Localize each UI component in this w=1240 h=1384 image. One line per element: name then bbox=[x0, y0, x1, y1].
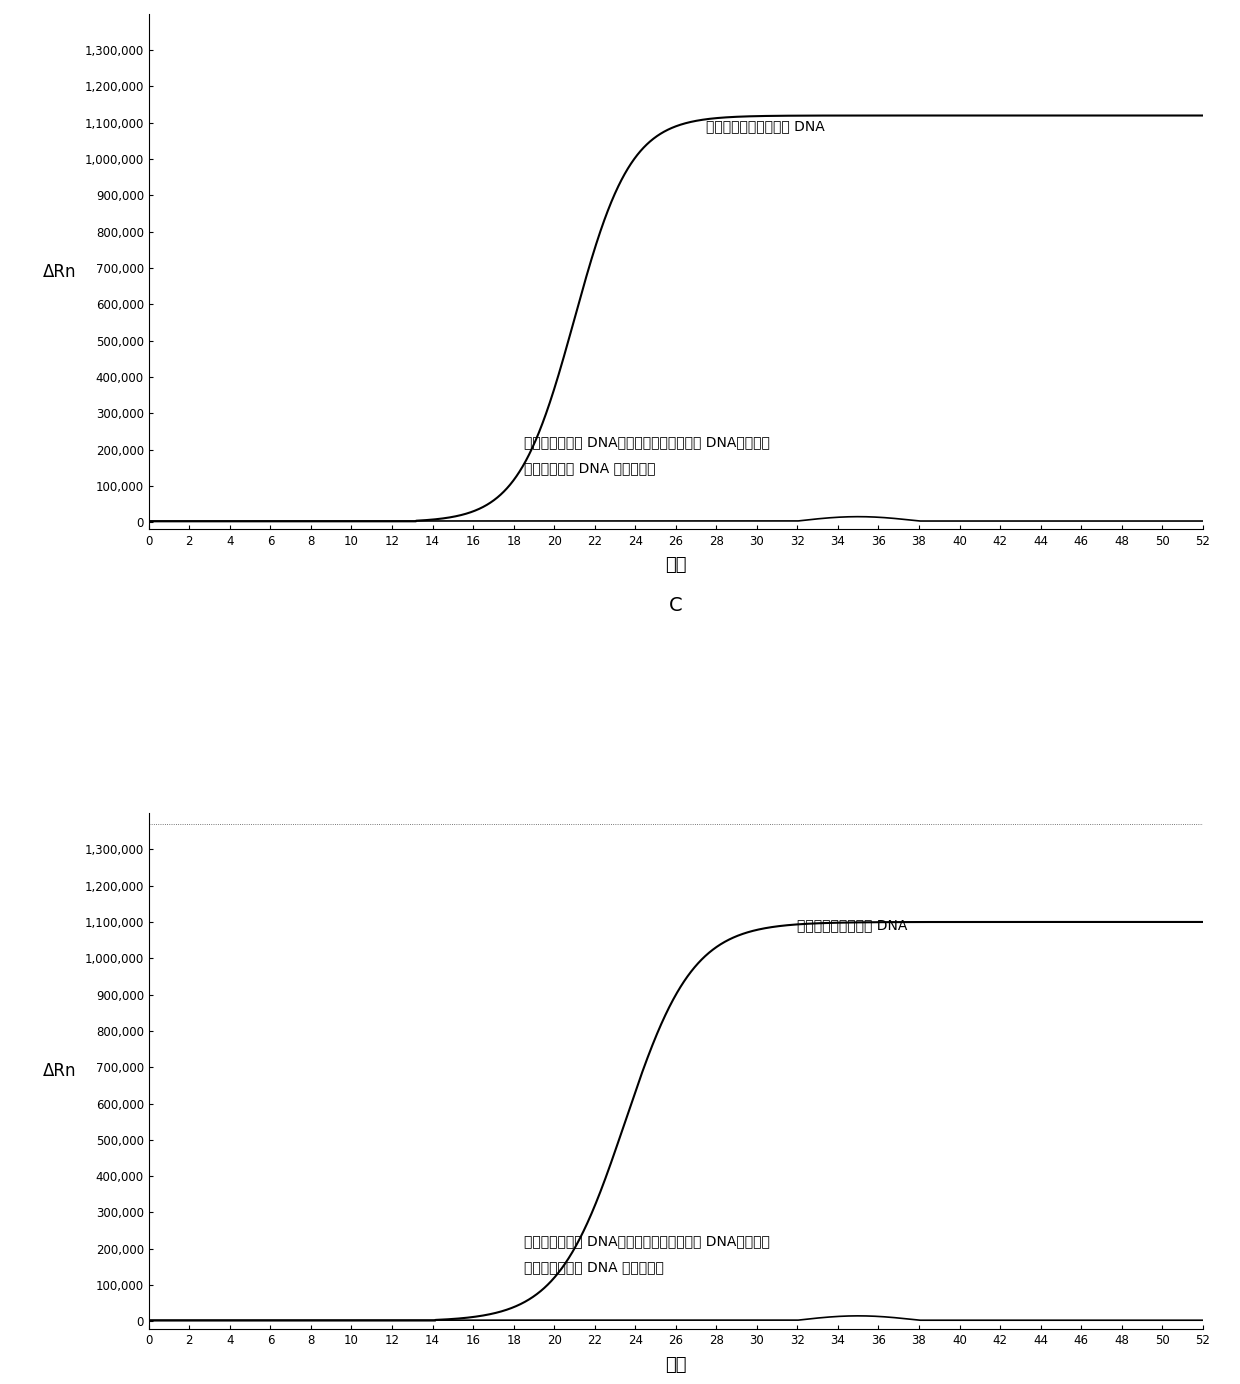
Text: 动杆菌基因组 DNA 和阴性对照: 动杆菌基因组 DNA 和阴性对照 bbox=[523, 461, 655, 475]
Text: 雷伯氏菌基因组 DNA 和阴性对照: 雷伯氏菌基因组 DNA 和阴性对照 bbox=[523, 1259, 663, 1273]
Text: 肺炎克雷伯氏菌基因组 DNA: 肺炎克雷伯氏菌基因组 DNA bbox=[707, 119, 825, 133]
Text: 鲸曼不动杆菌基因组 DNA: 鲸曼不动杆菌基因组 DNA bbox=[797, 919, 908, 933]
X-axis label: 循环: 循环 bbox=[665, 1355, 687, 1373]
Text: C: C bbox=[670, 597, 682, 614]
Text: 大肠杨菌基因组 DNA、铜维假单胞菌基因组 DNA、鲸曼不: 大肠杨菌基因组 DNA、铜维假单胞菌基因组 DNA、鲸曼不 bbox=[523, 436, 770, 450]
Text: 大肠杨菌基因组 DNA、铜维假单胞菌基因组 DNA、肺炎克: 大肠杨菌基因组 DNA、铜维假单胞菌基因组 DNA、肺炎克 bbox=[523, 1235, 770, 1248]
X-axis label: 循环: 循环 bbox=[665, 556, 687, 574]
Y-axis label: ΔRn: ΔRn bbox=[43, 263, 77, 281]
Y-axis label: ΔRn: ΔRn bbox=[43, 1062, 77, 1080]
